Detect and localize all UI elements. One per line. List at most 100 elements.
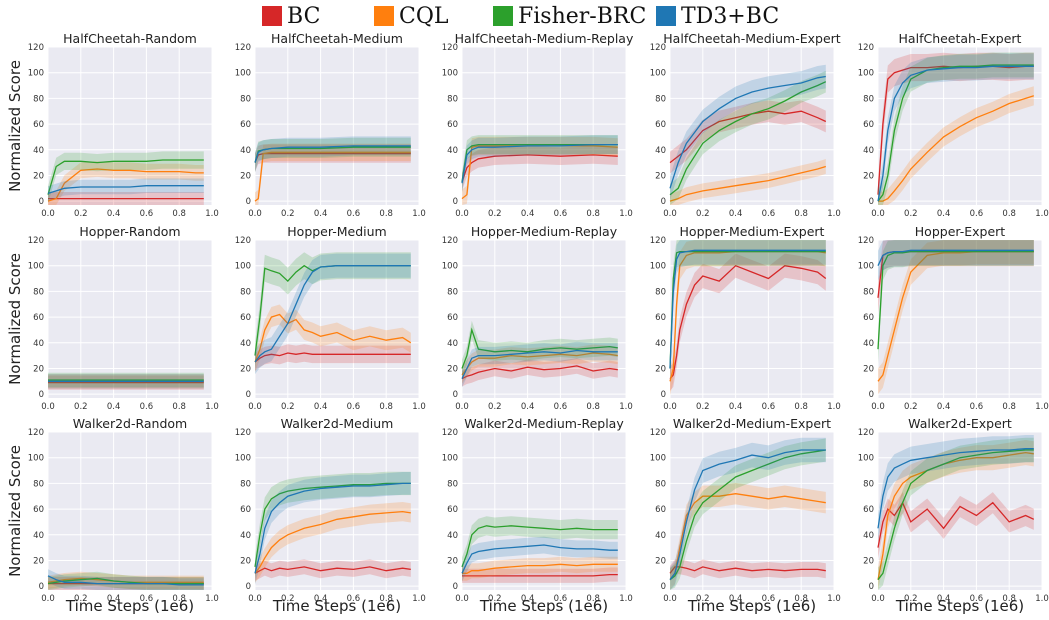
x-tick-label: 0.6: [140, 209, 154, 219]
confidence-band-fisher-brc: [255, 252, 411, 369]
confidence-band-td3-bc: [48, 569, 204, 590]
confidence-band-td3-bc: [670, 64, 826, 201]
legend: BC CQL Fisher-BRC TD3+BC: [0, 0, 1049, 34]
y-tick-label: 20: [33, 171, 44, 181]
x-tick-label: 0.0: [455, 402, 469, 412]
confidence-band-fisher-brc: [48, 571, 204, 590]
y-tick-label: 120: [235, 43, 251, 53]
x-tick-label: 1.0: [1035, 402, 1049, 412]
confidence-band-fisher-brc: [48, 151, 204, 204]
y-tick-label: 60: [33, 505, 44, 515]
x-tick-label: 0.6: [554, 402, 568, 412]
x-tick-label: 0.8: [586, 209, 600, 219]
x-tick-label: 1.0: [619, 209, 633, 219]
panel-title: Hopper-Medium-Replay: [471, 224, 618, 239]
x-axis-label: Time Steps (1e6): [479, 597, 608, 615]
y-tick-label: 40: [240, 339, 251, 349]
x-tick-label: 0.0: [41, 594, 55, 604]
x-tick-label: 0.0: [663, 594, 677, 604]
y-tick-label: 0: [453, 390, 458, 400]
series-line-cql: [47, 168, 204, 202]
y-tick-label: 20: [447, 556, 458, 566]
y-tick-label: 80: [863, 287, 874, 297]
y-tick-label: 0: [661, 197, 666, 207]
y-tick-label: 40: [655, 146, 666, 156]
y-tick-label: 120: [28, 43, 44, 53]
y-tick-label: 120: [858, 43, 874, 53]
series-line-cql: [878, 95, 1034, 202]
y-tick-label: 20: [863, 364, 874, 374]
x-tick-label: 1.0: [1035, 594, 1049, 604]
x-tick-label: 0.8: [1002, 209, 1016, 219]
series-line-td3-bc: [47, 575, 204, 586]
x-tick-label: 0.6: [970, 209, 984, 219]
y-tick-label: 40: [240, 146, 251, 156]
y-tick-label: 20: [447, 364, 458, 374]
series-line-td3-bc: [877, 448, 1034, 529]
series-line-td3-bc: [669, 449, 826, 581]
y-tick-label: 60: [655, 505, 666, 515]
series-line-fisher-brc: [254, 146, 411, 163]
series-line-bc: [461, 154, 618, 183]
x-tick-label: 0.6: [762, 209, 776, 219]
y-tick-label: 20: [240, 171, 251, 181]
y-tick-label: 100: [650, 454, 666, 464]
x-tick-label: 0.2: [488, 209, 502, 219]
series-line-cql: [669, 493, 826, 581]
panel-title: Walker2d-Random: [73, 416, 187, 431]
x-tick-label: 0.4: [937, 209, 951, 219]
panel-title: HalfCheetah-Medium: [271, 31, 403, 46]
x-tick-label: 0.6: [347, 594, 361, 604]
x-tick-label: 0.0: [455, 209, 469, 219]
x-axis-label: Time Steps (1e6): [687, 597, 816, 615]
y-tick-label: 120: [442, 236, 458, 246]
plot-area: [462, 240, 626, 398]
panel-hopper-random: Hopper-Random 0.0 0.2 0.4 0.6 0.8 1.0 0 20 40 60 80…: [28, 224, 219, 412]
x-tick-label: 0.4: [521, 402, 535, 412]
x-tick-label: 0.8: [586, 594, 600, 604]
y-tick-label: 120: [650, 236, 666, 246]
x-tick-label: 0.4: [729, 594, 743, 604]
y-axis-label: Normalized Score: [6, 253, 24, 385]
series-line-cql: [669, 165, 826, 202]
panel-walker2d-random: Walker2d-Random 0.0 0.2 0.4 0.6 0.8 1.0 0 20 40 60…: [28, 416, 219, 604]
x-tick-label: 0.2: [74, 402, 88, 412]
plot-area: [255, 432, 419, 590]
x-tick-label: 0.8: [794, 209, 808, 219]
x-tick-label: 0.0: [248, 402, 262, 412]
confidence-band-bc: [670, 253, 826, 391]
y-tick-label: 100: [442, 69, 458, 79]
y-tick-label: 0: [246, 390, 251, 400]
series-line-cql: [254, 510, 411, 574]
panel-halfcheetah-medium: HalfCheetah-Medium 0.0 0.2 0.4 0.6 0.8 1.0 0 20 4…: [235, 31, 426, 219]
panel-walker2d-medium-replay: Walker2d-Medium-Replay 0.0 0.2 0.4 0.6 0.8 1.0…: [442, 416, 633, 604]
confidence-band-td3-bc: [462, 341, 618, 388]
x-tick-label: 0.8: [379, 594, 393, 604]
x-tick-label: 0.6: [554, 594, 568, 604]
x-tick-label: 0.8: [379, 402, 393, 412]
legend-swatch: [262, 6, 282, 26]
y-tick-label: 40: [33, 531, 44, 541]
plot-area: [255, 47, 419, 205]
confidence-band-fisher-brc: [670, 438, 826, 590]
x-tick-label: 0.4: [729, 402, 743, 412]
y-tick-label: 120: [28, 428, 44, 438]
series-line-bc: [669, 566, 826, 574]
x-tick-label: 0.2: [74, 209, 88, 219]
y-tick-label: 60: [655, 313, 666, 323]
panel-title: HalfCheetah-Random: [63, 31, 197, 46]
confidence-band-fisher-brc: [878, 437, 1034, 590]
series-line-bc: [254, 566, 411, 574]
y-tick-label: 120: [650, 43, 666, 53]
x-tick-label: 0.2: [696, 594, 710, 604]
x-tick-label: 0.0: [41, 402, 55, 412]
x-tick-label: 0.2: [488, 594, 502, 604]
panel-title: Walker2d-Medium-Replay: [464, 416, 624, 431]
series-line-td3-bc: [254, 482, 411, 574]
x-tick-label: 0.2: [696, 402, 710, 412]
y-tick-label: 100: [28, 454, 44, 464]
series-line-bc: [461, 365, 618, 380]
confidence-band-cql: [462, 344, 618, 384]
y-tick-label: 40: [240, 531, 251, 541]
